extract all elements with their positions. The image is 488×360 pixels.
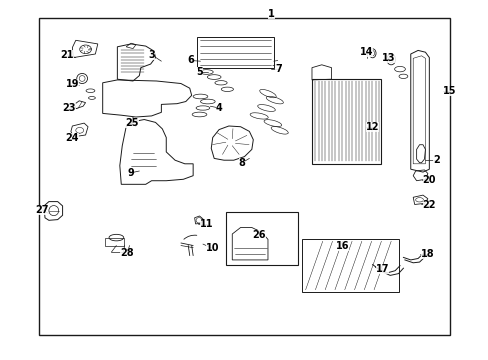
Bar xyxy=(39,18,449,335)
Text: 24: 24 xyxy=(65,132,79,143)
Text: 16: 16 xyxy=(335,240,348,251)
Text: 5: 5 xyxy=(196,67,203,77)
Text: 18: 18 xyxy=(420,249,434,259)
Text: 25: 25 xyxy=(125,118,139,128)
Text: 13: 13 xyxy=(381,53,395,63)
Text: 7: 7 xyxy=(275,64,282,74)
Text: 3: 3 xyxy=(148,50,155,60)
Text: 12: 12 xyxy=(365,122,379,132)
Text: 27: 27 xyxy=(35,204,48,215)
Bar xyxy=(311,79,381,164)
Text: 10: 10 xyxy=(205,243,219,253)
Text: 4: 4 xyxy=(215,103,222,113)
Text: 20: 20 xyxy=(422,175,435,185)
Bar xyxy=(196,37,273,68)
Text: 28: 28 xyxy=(120,248,134,258)
Text: 1: 1 xyxy=(267,9,274,19)
Text: 9: 9 xyxy=(127,168,134,178)
Text: 26: 26 xyxy=(252,230,265,240)
Text: 17: 17 xyxy=(375,264,388,274)
Text: 11: 11 xyxy=(200,219,213,229)
Bar xyxy=(302,239,398,292)
Bar xyxy=(105,238,123,246)
Text: 19: 19 xyxy=(65,78,79,89)
Text: 2: 2 xyxy=(432,155,439,165)
Text: 15: 15 xyxy=(442,86,456,96)
Text: 8: 8 xyxy=(238,158,245,168)
Text: 6: 6 xyxy=(187,55,194,66)
Text: 22: 22 xyxy=(422,200,435,210)
Text: 14: 14 xyxy=(359,47,373,57)
Text: 1: 1 xyxy=(267,9,274,19)
Text: 21: 21 xyxy=(60,50,74,60)
Text: 23: 23 xyxy=(62,103,76,113)
Bar xyxy=(225,212,298,265)
